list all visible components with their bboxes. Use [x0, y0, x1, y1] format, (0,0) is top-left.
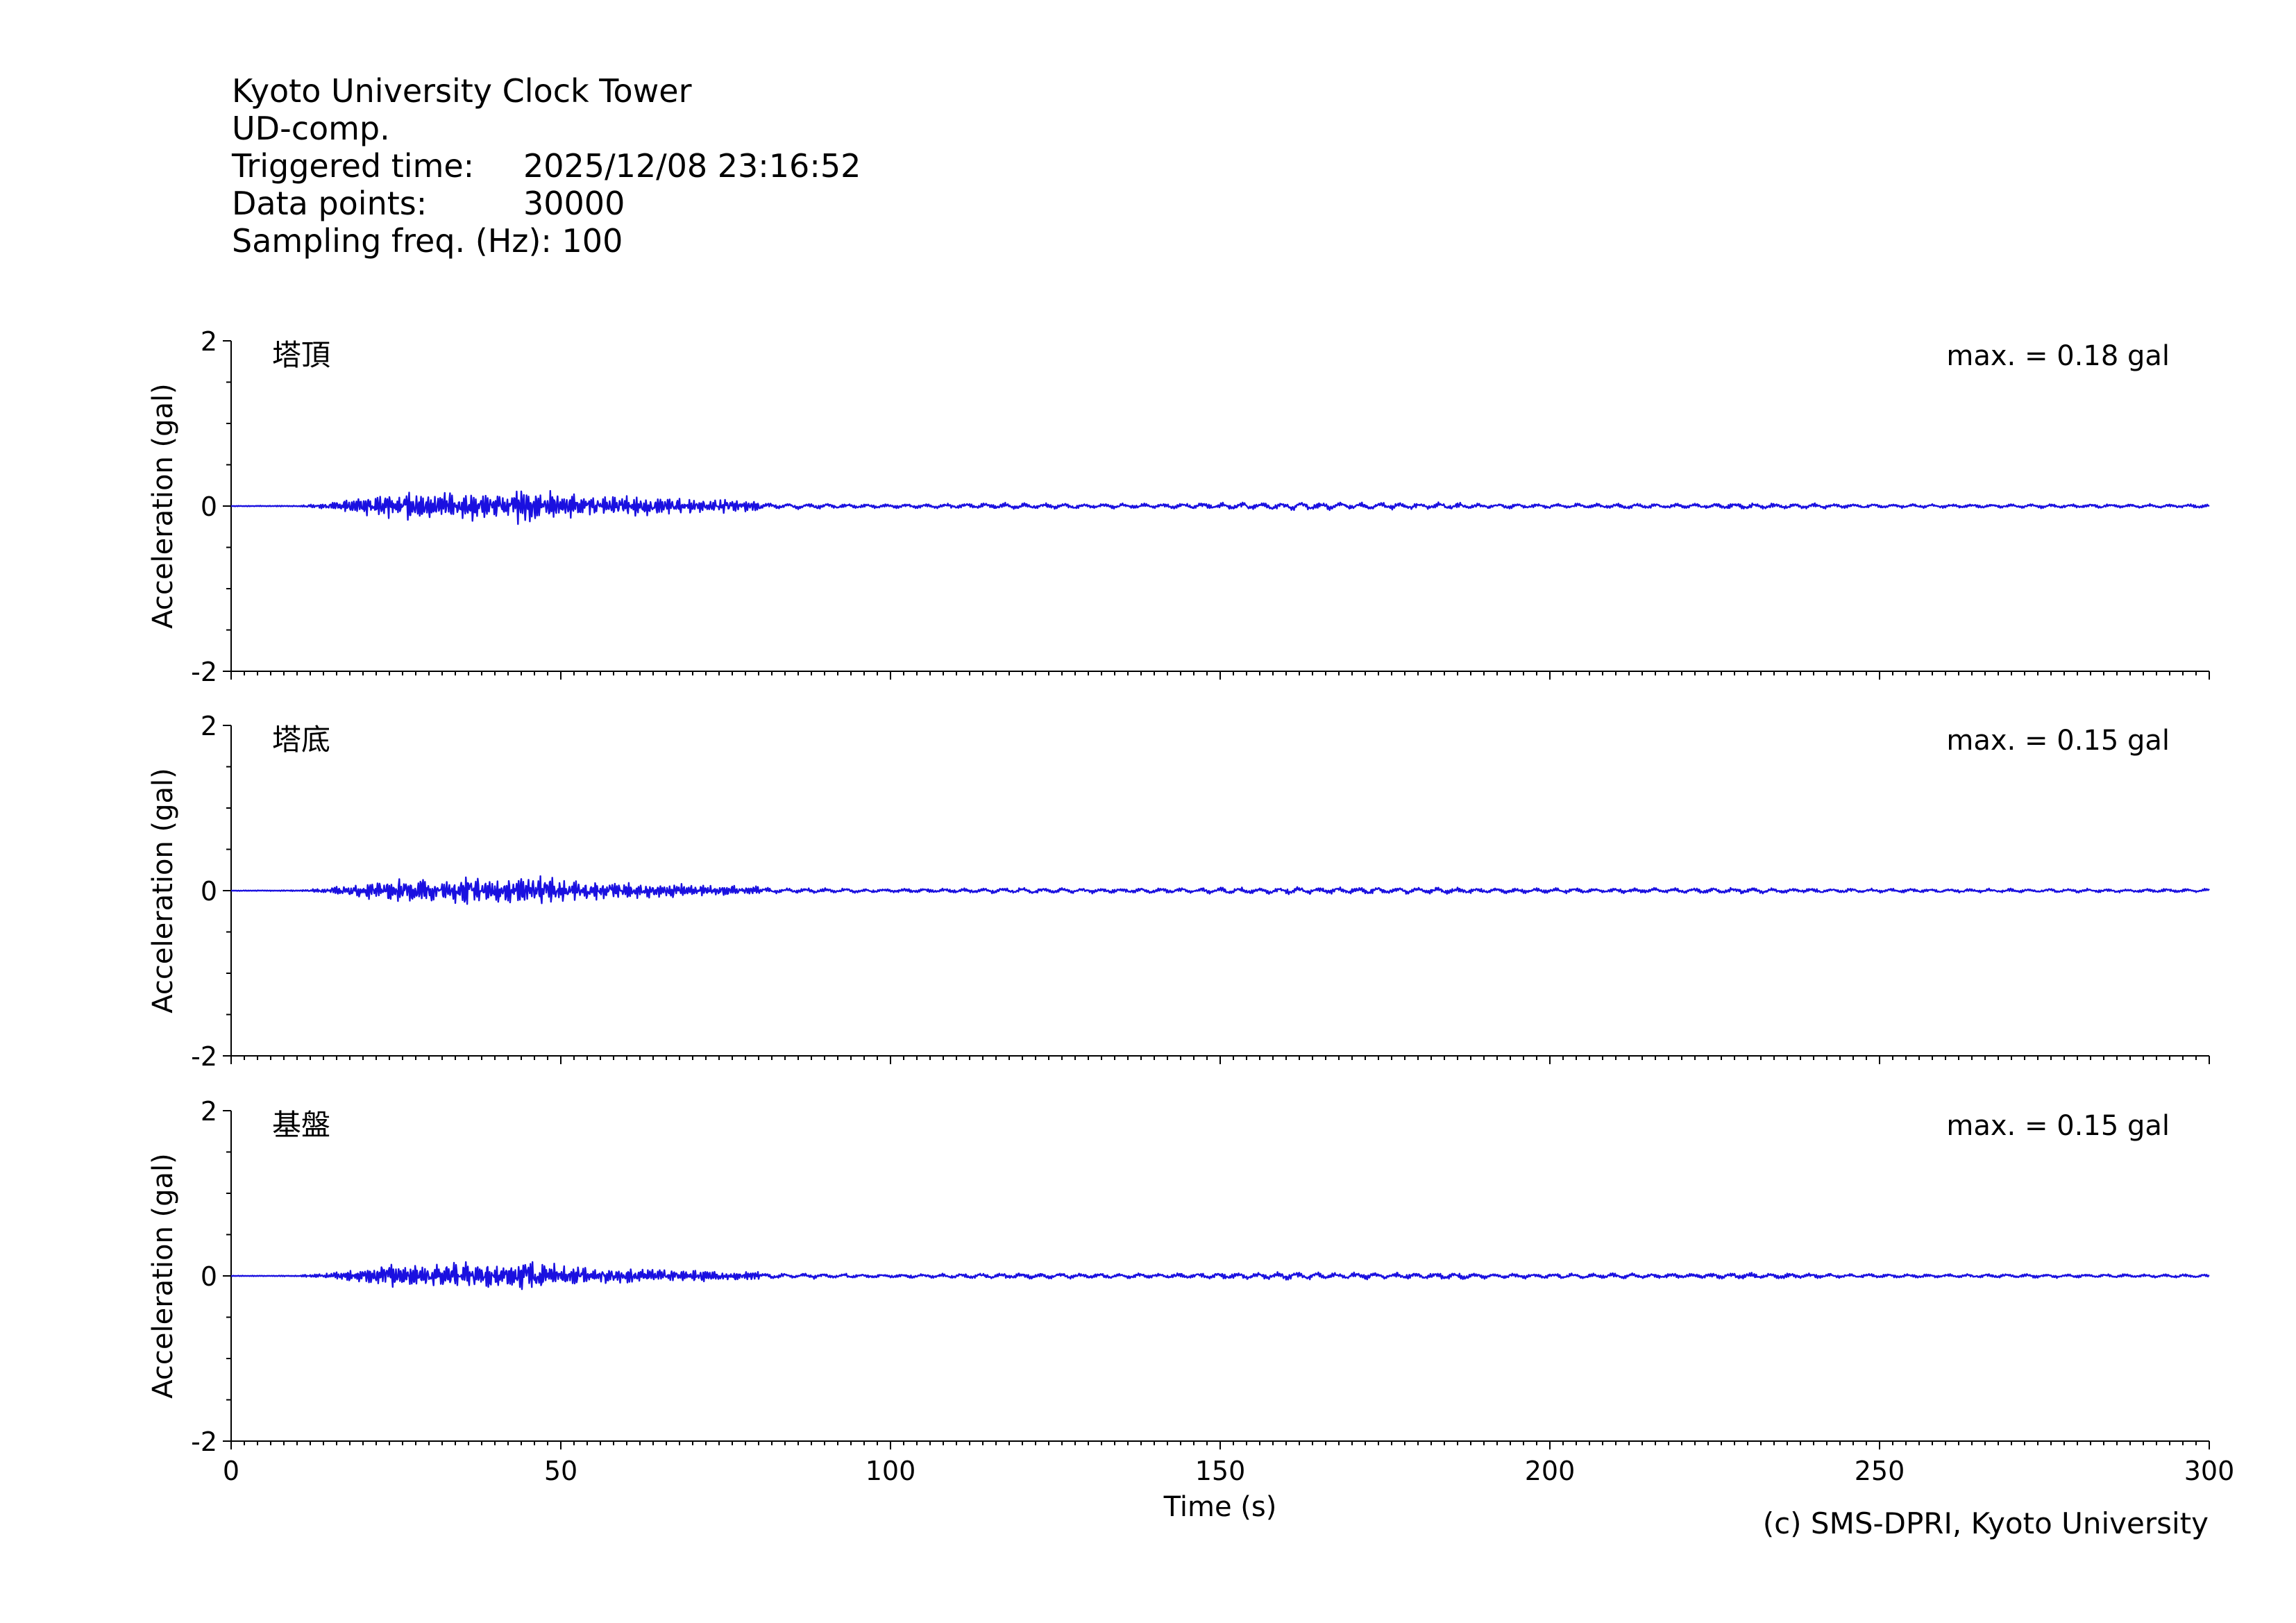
y-tick-label: -2 — [191, 1427, 217, 1457]
data-points-value: 30000 — [523, 185, 625, 222]
data-points-row: Data points: 30000 — [232, 185, 861, 222]
x-tick-label: 50 — [544, 1456, 577, 1486]
copyright-credit: (c) SMS-DPRI, Kyoto University — [1762, 1506, 2209, 1540]
x-tick-label: 0 — [223, 1456, 239, 1486]
max-annotation: max. = 0.18 gal — [1946, 340, 2170, 372]
x-tick-label: 300 — [2184, 1456, 2235, 1486]
x-tick-label: 100 — [866, 1456, 916, 1486]
data-points-label: Data points: — [232, 185, 428, 222]
max-annotation: max. = 0.15 gal — [1946, 1110, 2170, 1142]
panel-title: 塔底 — [272, 723, 330, 757]
y-axis-label: Acceleration (gal) — [147, 383, 179, 629]
x-tick-label: 200 — [1525, 1456, 1576, 1486]
y-tick-label: 2 — [201, 1096, 217, 1127]
x-axis-label: Time (s) — [1163, 1491, 1277, 1523]
triggered-time-row: Triggered time: 2025/12/08 23:16:52 — [232, 147, 861, 185]
waveform-trace — [230, 489, 2210, 525]
max-annotation: max. = 0.15 gal — [1946, 725, 2170, 757]
waveform-trace — [230, 1261, 2210, 1290]
y-tick-label: 2 — [201, 326, 217, 357]
y-tick-label: 0 — [201, 1261, 217, 1292]
sampling-freq-value: 100 — [562, 222, 623, 260]
waveform-trace — [230, 875, 2210, 905]
station-title: Kyoto University Clock Tower — [232, 72, 692, 110]
sampling-freq-row: Sampling freq. (Hz): 100 — [232, 222, 861, 260]
x-tick-label: 150 — [1195, 1456, 1246, 1486]
record-header: Kyoto University Clock Tower UD-comp. Tr… — [232, 72, 861, 260]
y-tick-label: 0 — [201, 876, 217, 907]
y-tick-label: 0 — [201, 491, 217, 522]
y-tick-label: 2 — [201, 711, 217, 741]
panel-title: 塔頂 — [272, 338, 330, 372]
y-tick-label: -2 — [191, 1041, 217, 1072]
y-axis-label: Acceleration (gal) — [147, 1153, 179, 1399]
triggered-time-label: Triggered time: — [232, 147, 475, 185]
y-axis-label: Acceleration (gal) — [147, 768, 179, 1014]
triggered-time-value: 2025/12/08 23:16:52 — [523, 147, 861, 185]
y-tick-label: -2 — [191, 657, 217, 687]
component-label: UD-comp. — [232, 110, 390, 147]
x-tick-label: 250 — [1855, 1456, 1905, 1486]
panel-title: 基盤 — [272, 1108, 330, 1142]
sampling-freq-label: Sampling freq. (Hz): — [232, 222, 552, 260]
